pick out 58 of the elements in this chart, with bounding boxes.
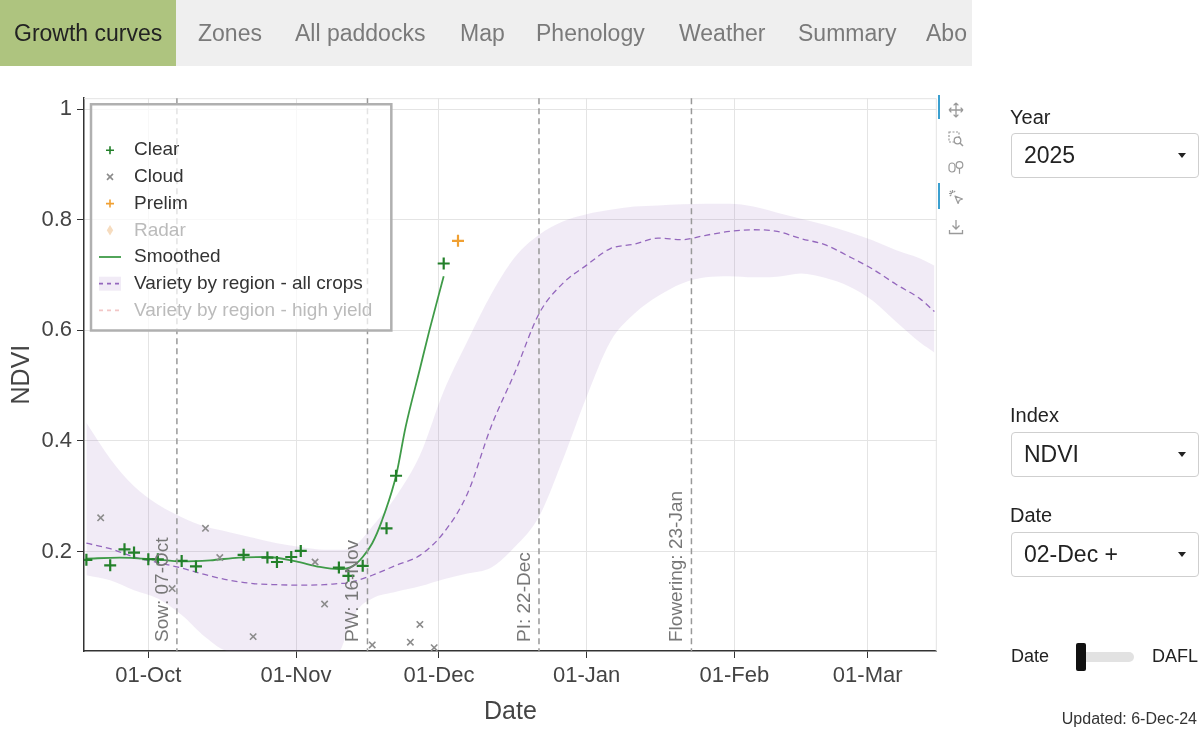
point: [430, 643, 439, 651]
text: Date: [1010, 504, 1053, 527]
point: [96, 513, 105, 522]
y-tick-label: 0.4: [41, 427, 72, 452]
text: Year: [1010, 106, 1051, 129]
tab-bar: Growth curves Zones All paddocks Map Phenology Weather Summary Abo: [0, 0, 972, 66]
text: Updated: 6-Dec-24: [1061, 710, 1197, 728]
point: [368, 640, 377, 649]
point: [320, 600, 329, 608]
legend-label: Prelim: [134, 191, 188, 213]
point: [406, 638, 415, 647]
y-tick-label: 0.6: [41, 316, 72, 342]
point: [415, 620, 424, 629]
dropdown: NDVI: [1011, 432, 1199, 477]
x-tick-label: 01-Oct: [115, 662, 182, 688]
x-tick-label: 01-Nov: [260, 662, 332, 688]
point: [331, 560, 346, 575]
x-axis-title: Date: [483, 695, 537, 724]
legend-label: Smoothed: [134, 245, 221, 267]
x-tick-label: 01-Feb: [699, 662, 770, 688]
y-tick-label: 1: [59, 95, 72, 121]
dropdown: 2025: [1011, 133, 1199, 178]
point: [249, 632, 258, 641]
point: [436, 256, 451, 271]
point: [168, 584, 177, 593]
point: [117, 542, 132, 557]
ref-line-label: Flowering: 23-Jan: [665, 490, 687, 642]
text: Index: [1010, 404, 1059, 427]
y-tick-label: 0.2: [41, 537, 72, 563]
point: [311, 558, 320, 566]
text: Date: [1011, 646, 1050, 667]
point: [450, 233, 466, 248]
point: [188, 559, 204, 574]
legend-label: Variety by region - high yield: [134, 298, 373, 320]
point: [126, 545, 142, 560]
point: [388, 468, 404, 483]
legend-label: Clear: [134, 138, 181, 160]
point: [103, 558, 118, 573]
ref-line-label: PI: 22-Dec: [512, 552, 534, 642]
legend-label: Cloud: [134, 165, 184, 187]
y-axis-title: NDVI: [5, 344, 34, 405]
point: [236, 547, 251, 562]
x-tick-label: 01-Dec: [403, 662, 475, 688]
x-tick-label: 01-Jan: [552, 662, 621, 688]
ref-line-label: Sow: 07-Oct: [150, 536, 172, 642]
dropdown: 02-Dec +: [1011, 532, 1199, 577]
y-tick-label: 0.8: [41, 205, 72, 231]
selected-tab: Growth curves: [0, 0, 177, 66]
legend-label: Variety by region - all crops: [134, 271, 363, 293]
point: [293, 543, 308, 559]
text: DAFL: [1152, 646, 1199, 667]
ref-line-label: PW: 16-Nov: [341, 539, 363, 642]
point: [379, 521, 394, 536]
point: [284, 549, 299, 565]
x-tick-label: 01-Mar: [832, 662, 903, 688]
point: [215, 553, 224, 562]
point: [201, 524, 210, 533]
legend-label: Radar: [134, 218, 187, 240]
